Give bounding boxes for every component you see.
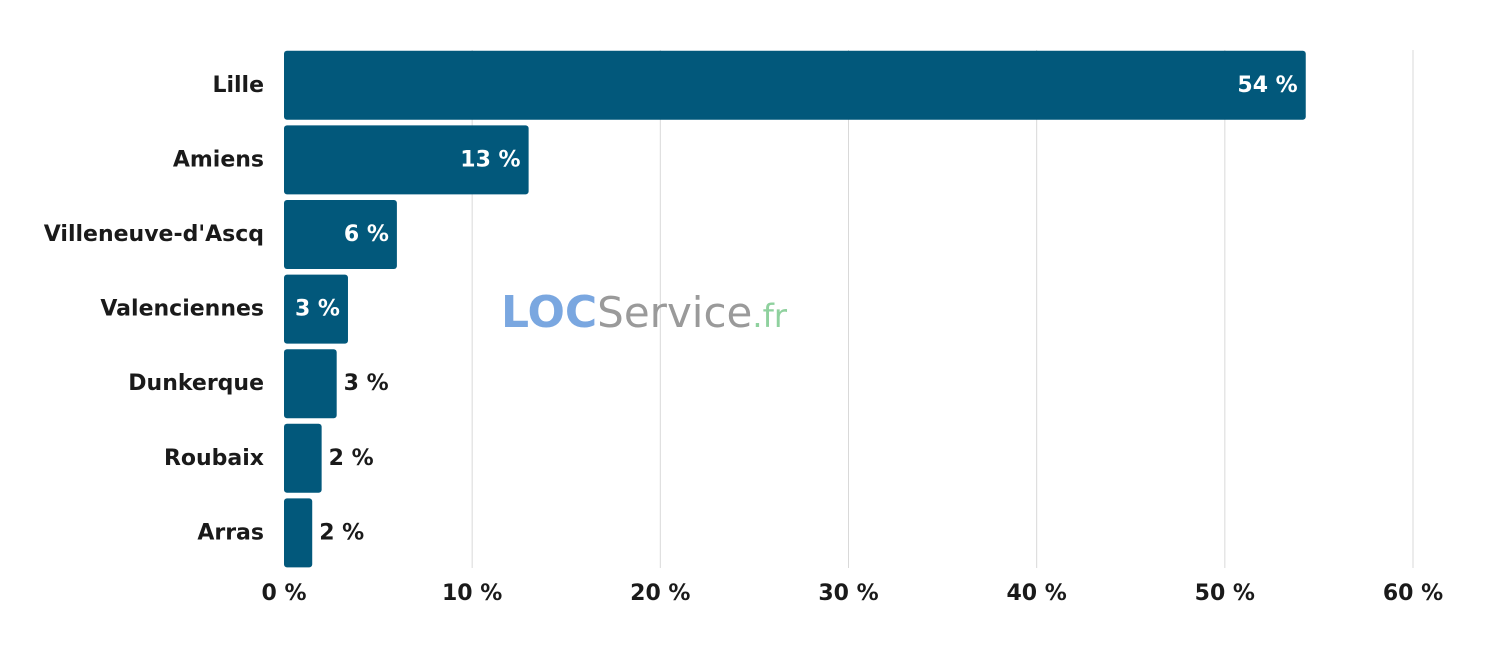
watermark-loc: LOC <box>501 287 597 338</box>
bars: 54 % 13 % 6 % 3 % 3 % 2 % 2 % <box>284 50 1306 568</box>
x-tick-label: 10 % <box>442 581 502 606</box>
bar <box>284 50 1306 120</box>
svg-text:LOCService.fr: LOCService.fr <box>501 287 788 338</box>
category-label: Dunkerque <box>128 371 264 396</box>
category-label: Arras <box>197 520 264 545</box>
category-labels: Lille Amiens Villeneuve-d'Ascq Valenciennes… <box>44 73 264 546</box>
locservice-watermark: LOCService.fr <box>501 287 788 338</box>
data-label: 6 % <box>344 222 389 247</box>
x-axis-ticks: 0 % 10 % 20 % 30 % 40 % 50 % 60 % <box>261 581 1443 606</box>
bar <box>284 498 313 568</box>
watermark-fr: .fr <box>752 297 787 335</box>
category-label: Amiens <box>173 147 264 172</box>
data-label: 54 % <box>1237 73 1297 98</box>
category-label: Lille <box>212 73 264 98</box>
bar <box>284 274 348 344</box>
x-tick-label: 30 % <box>818 581 878 606</box>
data-label: 2 % <box>329 446 374 471</box>
data-label: 13 % <box>460 147 520 172</box>
x-tick-label: 0 % <box>261 581 306 606</box>
x-tick-label: 60 % <box>1383 581 1443 606</box>
data-label: 2 % <box>319 520 364 545</box>
data-label: 3 % <box>344 371 389 396</box>
bar <box>284 125 529 195</box>
x-tick-label: 20 % <box>630 581 690 606</box>
x-tick-label: 50 % <box>1195 581 1255 606</box>
watermark-service: Service <box>597 288 752 337</box>
data-label: 3 % <box>295 297 340 322</box>
bar <box>284 349 337 419</box>
bar <box>284 200 397 269</box>
grid-lines <box>471 50 1414 568</box>
bar <box>284 423 322 493</box>
category-label: Roubaix <box>164 446 264 471</box>
category-label: Valenciennes <box>100 297 264 322</box>
x-tick-label: 40 % <box>1007 581 1067 606</box>
category-label: Villeneuve-d'Ascq <box>44 222 264 247</box>
